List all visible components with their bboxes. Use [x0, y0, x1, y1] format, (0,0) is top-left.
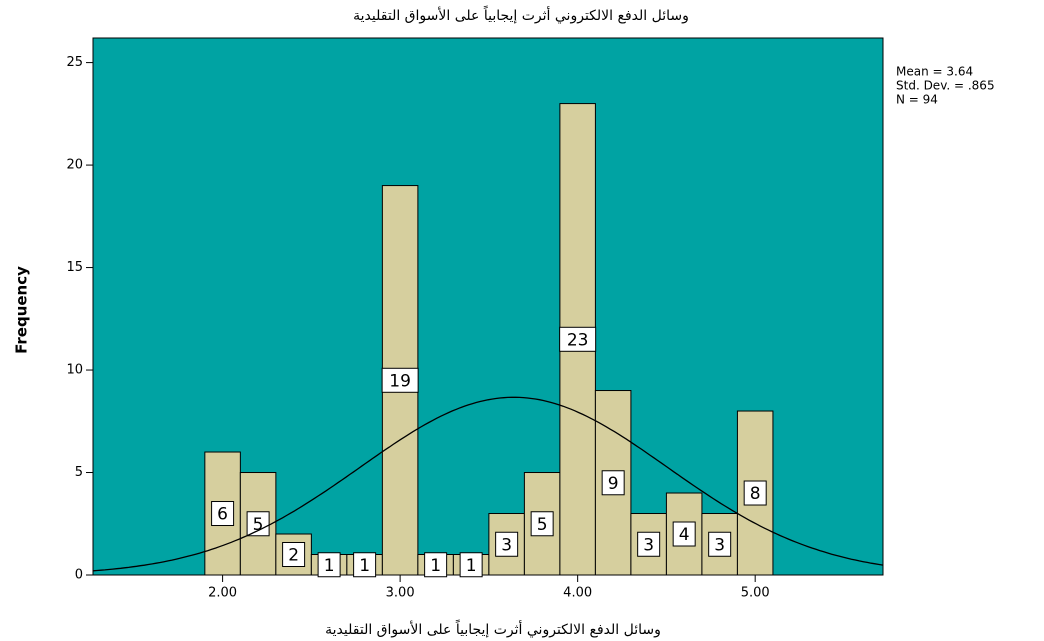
data-label-box [601, 470, 625, 496]
data-label-box [559, 326, 597, 352]
data-label: 19 [389, 371, 411, 391]
x-axis-label: وسائل الدفع الالكتروني أثرت إيجابياً على… [325, 619, 661, 638]
data-label-box [317, 552, 341, 578]
y-tick-label: 0 [75, 568, 83, 583]
stat-mean: Mean = 3.64 [896, 65, 973, 79]
data-label-box [381, 367, 419, 393]
y-tick-label: 10 [66, 363, 83, 378]
data-label-box [495, 531, 519, 557]
data-label: 6 [217, 505, 228, 525]
data-label: 5 [537, 515, 548, 535]
normal-curve [92, 396, 884, 572]
x-tick-label: 3.00 [386, 586, 415, 601]
y-tick-label: 15 [66, 260, 83, 275]
data-label: 1 [324, 556, 335, 576]
stat-n: N = 94 [896, 93, 938, 107]
data-label-box [672, 521, 696, 547]
data-label: 5 [253, 515, 264, 535]
y-tick-label: 5 [75, 465, 83, 480]
data-label: 9 [608, 474, 619, 494]
data-label: 1 [359, 556, 370, 576]
data-label: 1 [466, 556, 477, 576]
data-label: 23 [567, 330, 589, 350]
data-label-box [530, 511, 554, 537]
y-tick-label: 25 [66, 55, 83, 70]
x-tick-label: 4.00 [563, 586, 592, 601]
chart-title: وسائل الدفع الالكتروني أثرت إيجابياً على… [353, 5, 689, 24]
data-label-box [637, 531, 661, 557]
data-label: 3 [501, 535, 512, 555]
data-label: 1 [430, 556, 441, 576]
data-label-box [211, 501, 235, 527]
data-label: 2 [288, 546, 299, 566]
y-tick-label: 20 [66, 158, 83, 173]
data-label-box [353, 552, 377, 578]
y-axis-label: Frequency [13, 266, 31, 354]
data-label: 8 [750, 484, 761, 504]
data-label: 3 [714, 535, 725, 555]
data-label-box [708, 531, 732, 557]
data-label-box [246, 511, 270, 537]
data-label: 3 [643, 535, 654, 555]
data-label-box [424, 552, 448, 578]
data-label-box [743, 480, 767, 506]
x-tick-label: 5.00 [741, 586, 770, 601]
data-label-box [282, 542, 306, 568]
x-tick-label: 2.00 [208, 586, 237, 601]
stat-sd: Std. Dev. = .865 [896, 79, 995, 93]
data-label: 4 [679, 525, 690, 545]
bar [630, 513, 667, 576]
data-label-box [459, 552, 483, 578]
